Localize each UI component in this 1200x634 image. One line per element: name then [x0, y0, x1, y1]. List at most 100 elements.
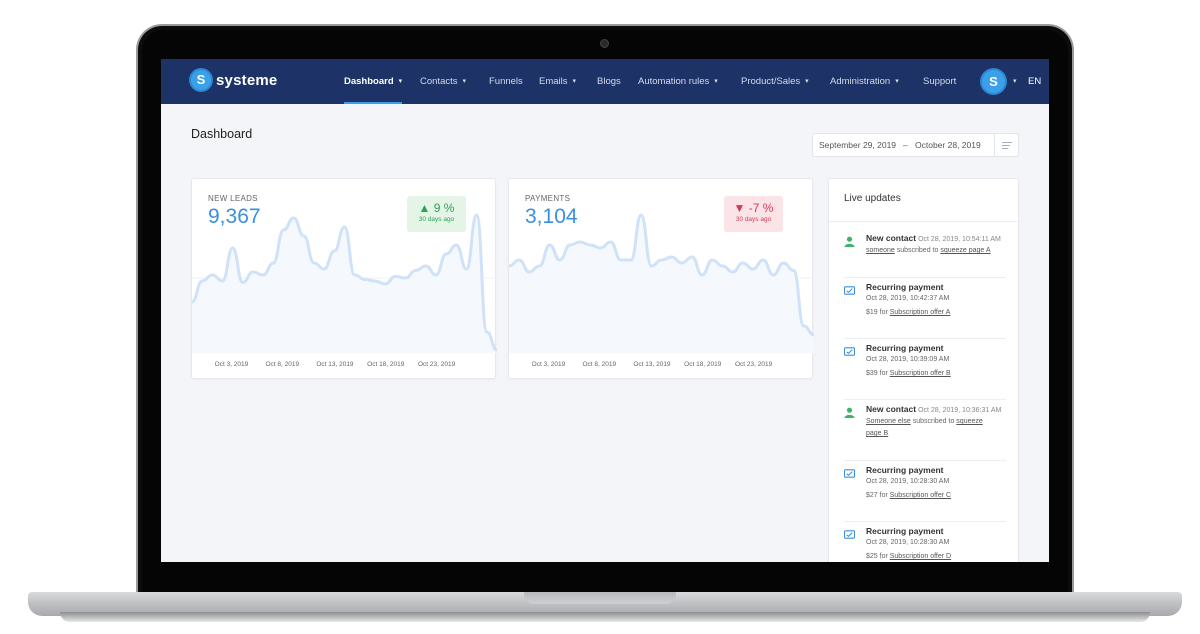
x-tick-label: Oct 23, 2019: [418, 361, 456, 368]
date-separator: –: [903, 140, 908, 150]
nav-label: Blogs: [597, 76, 621, 87]
nav-blogs[interactable]: Blogs: [597, 59, 621, 104]
nav-label: Dashboard: [344, 76, 394, 87]
chevron-down-icon: ▾: [714, 78, 718, 85]
nav-automation-rules[interactable]: Automation rules ▾: [638, 59, 718, 104]
metric-label: PAYMENTS: [525, 194, 571, 203]
nav-label: Contacts: [420, 76, 458, 87]
update-title: New contact Oct 28, 2019, 10:54:11 AM: [866, 233, 1001, 243]
chevron-down-icon[interactable]: ▾: [1013, 78, 1017, 85]
nav-administration[interactable]: Administration ▾: [830, 59, 899, 104]
camera-icon: [600, 39, 609, 48]
metric-label: NEW LEADS: [208, 194, 258, 203]
offer-link[interactable]: Subscription offer A: [889, 309, 951, 316]
offer-link[interactable]: Subscription offer C: [889, 492, 952, 499]
delta-badge: ▼ -7 % 30 days ago: [724, 196, 783, 232]
logo-icon: [191, 70, 211, 90]
x-tick-label: Oct 18, 2019: [367, 361, 405, 368]
x-tick-label: Oct 3, 2019: [214, 361, 249, 368]
top-navbar: systeme Dashboard ▾ Contacts ▾ Funnels Ema…: [161, 59, 1049, 104]
nav-label: Administration: [830, 76, 891, 87]
update-item: Recurring payment Oct 28, 2019, 10:28:30…: [844, 465, 1006, 522]
filter-icon[interactable]: [994, 134, 1018, 156]
update-item: New contact Oct 28, 2019, 10:36:31 AM Som…: [844, 404, 1006, 461]
nav-label: Emails: [539, 76, 568, 87]
language-selector[interactable]: EN: [1028, 76, 1042, 87]
nav-dashboard[interactable]: Dashboard ▾: [344, 59, 403, 104]
series-area: [509, 215, 814, 353]
payments-x-axis: Oct 3, 2019 Oct 8, 2019 Oct 13, 2019 Oct 18…: [509, 361, 814, 373]
series-line: [192, 213, 497, 352]
live-updates-title: Live updates: [829, 179, 1020, 222]
laptop-notch: [524, 592, 676, 604]
logo[interactable]: systeme: [191, 70, 277, 90]
chevron-down-icon: ▾: [805, 78, 809, 85]
delta-subtitle: 30 days ago: [418, 216, 455, 223]
nav-support[interactable]: Support: [923, 59, 956, 104]
leads-chart: [192, 213, 497, 353]
metric-value: 9,367: [208, 205, 261, 228]
chevron-down-icon: ▾: [895, 78, 899, 85]
update-item: New contact Oct 28, 2019, 10:54:11 AM som…: [844, 233, 1006, 278]
payments-chart: [509, 213, 814, 353]
leads-x-axis: Oct 3, 2019 Oct 8, 2019 Oct 13, 2019 Oct 18…: [192, 361, 497, 373]
date-to: October 28, 2019: [915, 140, 981, 150]
delta-badge: ▲ 9 % 30 days ago: [407, 196, 466, 232]
update-time: Oct 28, 2019, 10:42:37 AM: [866, 295, 950, 302]
contact-link[interactable]: someone: [866, 247, 895, 254]
update-title: Recurring payment: [866, 343, 944, 353]
metric-value: 3,104: [525, 205, 578, 228]
x-tick-label: Oct 18, 2019: [684, 361, 722, 368]
nav-funnels[interactable]: Funnels: [489, 59, 523, 104]
nav-emails[interactable]: Emails ▾: [539, 59, 576, 104]
page-link[interactable]: squeeze: [956, 418, 983, 425]
date-from: September 29, 2019: [819, 140, 897, 150]
delta-percent: ▲ 9 %: [418, 201, 455, 215]
user-avatar[interactable]: [982, 70, 1005, 93]
nav-label: Support: [923, 76, 957, 87]
page-link[interactable]: page B: [866, 430, 889, 437]
series-area: [192, 215, 497, 353]
x-tick-label: Oct 13, 2019: [316, 361, 354, 368]
nav-product-sales[interactable]: Product/Sales ▾: [741, 59, 809, 104]
x-tick-label: Oct 13, 2019: [633, 361, 671, 368]
payment-icon: [844, 286, 855, 295]
update-detail: $39 for Subscription offer B: [866, 370, 951, 377]
x-tick-label: Oct 8, 2019: [582, 361, 617, 368]
update-item: Recurring payment Oct 28, 2019, 10:42:37…: [844, 282, 1006, 339]
chevron-down-icon: ▾: [462, 78, 467, 85]
nav-contacts[interactable]: Contacts ▾: [420, 59, 466, 104]
update-time: Oct 28, 2019, 10:28:30 AM: [866, 478, 950, 485]
live-updates-panel: Live updates New contact Oct 28, 2019, 10…: [828, 178, 1020, 562]
nav-label: Funnels: [489, 76, 523, 87]
update-item: Recurring payment Oct 28, 2019, 10:39:09…: [844, 343, 1006, 400]
x-tick-label: Oct 8, 2019: [265, 361, 300, 368]
update-time: Oct 28, 2019, 10:36:31 AM: [918, 407, 1002, 414]
delta-percent: ▼ -7 %: [733, 201, 774, 215]
new-leads-card: NEW LEADS 9,367 ▲ 9 % 30 days ago Oct 3,…: [191, 178, 497, 379]
update-time: Oct 28, 2019, 10:28:30 AM: [866, 539, 950, 546]
user-icon: [844, 236, 855, 247]
update-detail: $19 for Subscription offer A: [866, 309, 951, 316]
payment-icon: [844, 469, 855, 478]
x-tick-label: Oct 23, 2019: [735, 361, 773, 368]
logo-text: systeme: [216, 71, 278, 89]
chevron-down-icon: ▾: [572, 78, 577, 85]
payment-icon: [844, 530, 855, 539]
contact-link[interactable]: Someone else: [866, 418, 911, 425]
page-link[interactable]: squeeze page A: [940, 247, 991, 254]
offer-link[interactable]: Subscription offer B: [889, 370, 951, 377]
page-title: Dashboard: [191, 127, 253, 141]
nav-label: Automation rules: [638, 76, 710, 87]
update-title: New contact Oct 28, 2019, 10:36:31 AM: [866, 404, 1002, 414]
update-time: Oct 28, 2019, 10:54:11 AM: [918, 236, 1001, 243]
payment-icon: [844, 347, 855, 356]
update-time: Oct 28, 2019, 10:39:09 AM: [866, 356, 950, 363]
chevron-down-icon: ▾: [398, 78, 403, 85]
delta-subtitle: 30 days ago: [735, 216, 772, 223]
screen: systeme Dashboard ▾ Contacts ▾ Funnels Ema…: [161, 59, 1049, 562]
offer-link[interactable]: Subscription offer D: [889, 553, 952, 560]
update-item: Recurring payment Oct 28, 2019, 10:28:30…: [844, 526, 1006, 562]
series-line: [509, 213, 814, 337]
date-range-picker[interactable]: September 29, 2019 – October 28, 2019: [812, 133, 1019, 157]
